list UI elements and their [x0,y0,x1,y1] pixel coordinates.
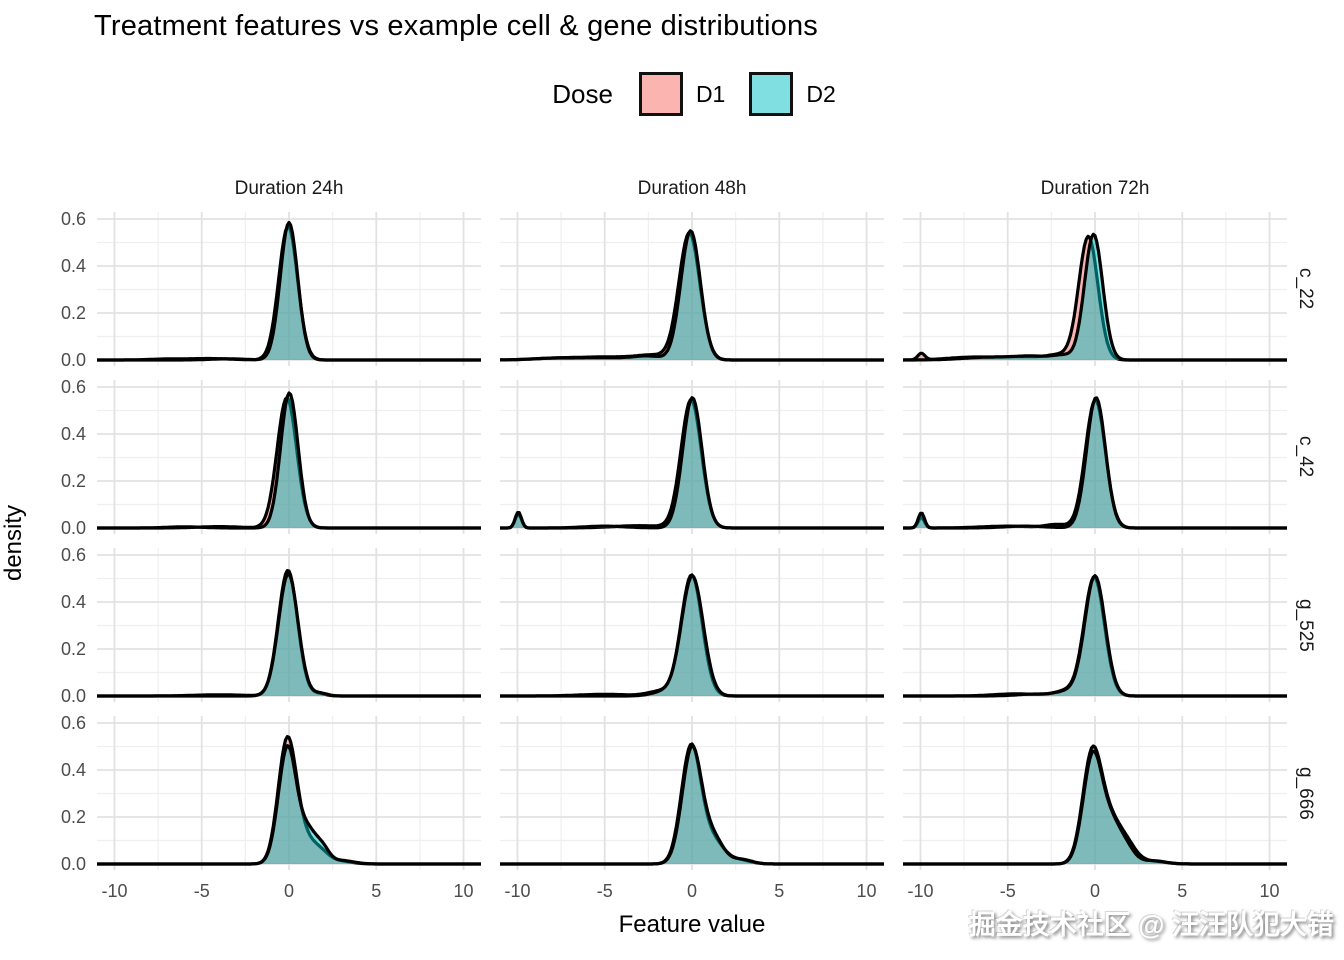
density-panel-c_42-1 [97,380,481,534]
facet-row-strip: c_42 [1295,436,1316,478]
density-panel-c_42-3 [903,380,1287,534]
density-fill-d2 [903,751,1287,864]
y-tick-label: 0.0 [60,686,86,706]
density-fill-d2 [97,393,481,528]
y-tick-label: 0.6 [60,377,86,397]
legend-title: Dose [552,78,613,109]
x-tick-label: 5 [371,881,382,901]
density-outline-d2 [500,574,884,698]
facet-column-header: Duration 24h [234,178,344,199]
density-fill-d2 [500,745,884,864]
y-tick-label: 0.2 [60,807,86,827]
density-fill-d2 [500,397,884,528]
facet-row-strip: g_525 [1295,598,1316,652]
density-outline-d2 [903,396,1287,530]
x-tick-label: 5 [774,881,785,901]
y-tick-label: 0.0 [60,518,86,538]
density-outline-d2 [97,391,481,530]
legend-swatch-d2 [749,72,794,116]
density-panel-g_525-2 [500,548,884,702]
density-fill-d2 [97,222,481,360]
density-fill-d2 [903,575,1287,696]
y-tick-label: 0.4 [60,424,86,444]
density-panel-g_666-3 [903,716,1287,870]
y-tick-label: 0.6 [60,713,86,733]
x-tick-label: -10 [907,881,934,901]
x-axis-title: Feature value [618,911,766,938]
density-fill-d2 [97,574,481,696]
facet-row-strip: g_666 [1295,766,1316,820]
density-outline-d2 [500,396,884,530]
x-tick-label: -10 [504,881,531,901]
x-tick-label: 10 [453,881,474,901]
watermark-text: 掘金技术社区 @ 汪汪队犯大错 [968,910,1334,940]
density-fill-d2 [500,575,884,696]
density-outline-d2 [500,744,884,866]
legend-swatch-d1 [638,72,683,116]
y-tick-label: 0.4 [60,256,86,276]
x-tick-label: -5 [193,881,210,901]
dose-legend: Dose D1 D2 [0,72,1344,116]
density-outline-d2 [903,232,1287,362]
x-tick-label: -5 [596,881,613,901]
legend-label-d1: D1 [695,80,726,107]
facet-column-header: Duration 72h [1040,178,1150,199]
x-tick-label: 10 [856,881,877,901]
x-tick-label: -10 [101,881,128,901]
y-tick-label: 0.6 [60,209,86,229]
density-outline-d2 [97,572,481,698]
x-tick-label: 5 [1177,881,1188,901]
y-tick-label: 0.2 [60,471,86,491]
density-outline-d2 [97,220,481,362]
x-tick-label: 0 [1089,881,1101,901]
density-panel-c_22-3 [903,212,1287,366]
y-tick-label: 0.2 [60,303,86,323]
x-tick-label: 0 [283,881,295,901]
page-title: Treatment features vs example cell & gen… [94,10,818,42]
y-tick-label: 0.0 [60,854,86,874]
density-panel-g_666-1 [97,716,481,870]
y-tick-label: 0.2 [60,639,86,659]
density-panel-g_666-2 [500,716,884,870]
y-tick-label: 0.4 [60,592,86,612]
density-fill-d2 [500,230,884,360]
density-outline-d2 [903,749,1287,866]
density-fill-d2 [903,234,1287,360]
y-tick-label: 0.6 [60,545,86,565]
density-outline-d2 [903,574,1287,698]
density-panel-g_525-3 [903,548,1287,702]
legend-item-d1: D1 [638,72,726,116]
density-outline-d2 [97,744,481,866]
density-panel-c_22-1 [97,212,481,366]
legend-item-d2: D2 [749,72,836,116]
density-panel-c_22-2 [500,212,884,366]
y-axis-title: density [0,504,27,582]
facet-column-header: Duration 48h [637,178,747,199]
y-tick-label: 0.4 [60,760,86,780]
density-fill-d2 [97,745,481,864]
y-tick-label: 0.0 [60,350,86,370]
density-outline-d2 [500,229,884,362]
x-tick-label: 10 [1259,881,1280,901]
density-panel-c_42-2 [500,380,884,534]
legend-label-d2: D2 [806,80,836,107]
facet-row-strip: c_22 [1295,268,1316,310]
x-tick-label: -5 [999,881,1016,901]
density-panel-g_525-1 [97,548,481,702]
x-tick-label: 0 [686,881,698,901]
density-fill-d2 [903,397,1287,528]
